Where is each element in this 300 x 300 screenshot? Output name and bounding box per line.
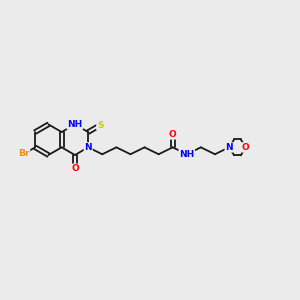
Text: NH: NH [179, 150, 194, 159]
Text: N: N [84, 143, 92, 152]
Text: O: O [71, 164, 79, 173]
Text: N: N [225, 143, 233, 152]
Text: O: O [169, 130, 177, 139]
Text: Br: Br [18, 149, 30, 158]
Text: O: O [242, 143, 250, 152]
Text: S: S [97, 121, 104, 130]
Text: NH: NH [67, 120, 83, 129]
